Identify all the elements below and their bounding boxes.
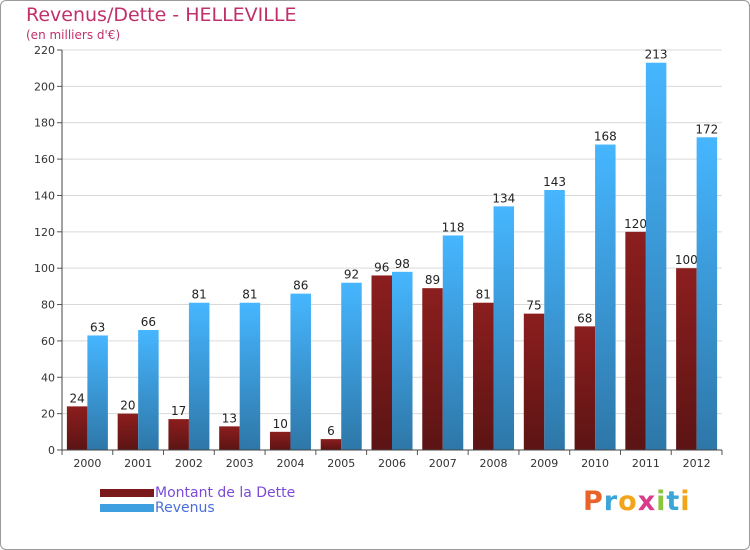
data-label: 213 <box>645 48 668 62</box>
bar-dette <box>168 419 189 450</box>
bar-dette <box>422 288 443 450</box>
x-tick-label: 2010 <box>581 457 609 470</box>
legend-label-revenus: Revenus <box>155 500 215 516</box>
bar-dette <box>269 431 291 450</box>
bar-dette <box>574 326 596 450</box>
x-tick-label: 2011 <box>632 457 660 470</box>
bar-revenus <box>290 293 311 450</box>
bar-revenus <box>239 302 261 450</box>
data-label: 168 <box>594 130 617 144</box>
data-label: 10 <box>273 417 288 431</box>
logo-letter: o <box>618 486 638 517</box>
x-tick-label: 2003 <box>226 457 254 470</box>
x-tick-label: 2005 <box>327 457 355 470</box>
bar-revenus <box>493 206 515 450</box>
x-tick-label: 2004 <box>276 457 304 470</box>
chart-subtitle: (en milliers d'€) <box>26 28 121 42</box>
x-tick-label: 2000 <box>73 457 101 470</box>
bar-revenus <box>392 271 413 450</box>
y-tick-label: 40 <box>41 371 55 384</box>
bar-revenus <box>696 137 718 451</box>
data-label: 134 <box>492 191 515 205</box>
x-tick-label: 2012 <box>683 457 711 470</box>
bar-dette <box>117 413 139 450</box>
x-tick-label: 2006 <box>378 457 406 470</box>
data-label: 86 <box>293 279 308 293</box>
bar-dette <box>371 275 392 450</box>
y-tick-label: 120 <box>34 226 55 239</box>
data-label: 143 <box>543 175 566 189</box>
logo-letter: x <box>637 486 657 517</box>
data-label: 17 <box>171 404 186 418</box>
bar-dette <box>625 231 646 450</box>
bar-revenus <box>341 282 362 450</box>
data-label: 63 <box>90 320 105 334</box>
data-label: 96 <box>374 260 389 274</box>
bar-revenus <box>188 302 210 450</box>
bar-dette <box>523 313 545 450</box>
logo-letter: i <box>680 486 691 517</box>
logo-letter: t <box>666 486 681 517</box>
data-label: 6 <box>327 424 335 438</box>
bar-dette <box>320 439 342 450</box>
data-label: 81 <box>242 288 257 302</box>
bar-dette <box>66 406 88 450</box>
legend-label-dette: Montant de la Dette <box>155 485 296 501</box>
data-label: 81 <box>476 288 491 302</box>
data-label: 89 <box>425 273 440 287</box>
y-tick-label: 160 <box>34 153 55 166</box>
chart-title: Revenus/Dette - HELLEVILLE <box>26 4 297 26</box>
y-tick-label: 60 <box>41 335 55 348</box>
data-label: 172 <box>695 122 718 136</box>
legend-swatch-revenus <box>100 504 154 512</box>
data-label: 120 <box>624 217 647 231</box>
data-label: 98 <box>395 257 410 271</box>
legend-swatch-dette <box>100 489 154 497</box>
y-tick-label: 0 <box>48 444 55 457</box>
bar-dette <box>219 426 240 450</box>
x-tick-label: 2001 <box>124 457 152 470</box>
data-label: 68 <box>577 311 592 325</box>
data-label: 100 <box>675 253 698 267</box>
data-label: 66 <box>141 315 156 329</box>
y-tick-label: 140 <box>34 189 55 202</box>
y-tick-label: 80 <box>41 299 55 312</box>
bar-dette <box>473 302 494 450</box>
bar-revenus <box>544 190 565 450</box>
bar-revenus <box>138 330 159 450</box>
bar-dette <box>676 268 697 450</box>
data-label: 13 <box>222 411 237 425</box>
logo-letter: r <box>603 486 619 517</box>
data-label: 81 <box>192 288 207 302</box>
data-label: 24 <box>69 391 84 405</box>
y-tick-label: 180 <box>34 117 55 130</box>
data-label: 92 <box>344 268 359 282</box>
x-tick-label: 2002 <box>175 457 203 470</box>
y-tick-label: 200 <box>34 80 55 93</box>
data-label: 20 <box>120 399 135 413</box>
bar-revenus <box>595 144 616 450</box>
y-tick-label: 20 <box>41 408 55 421</box>
bar-revenus <box>442 235 464 450</box>
logo-letter: i <box>656 486 667 517</box>
x-tick-label: 2007 <box>429 457 457 470</box>
x-tick-label: 2009 <box>530 457 558 470</box>
proxiti-logo: Proxiti <box>583 486 691 517</box>
x-tick-label: 2008 <box>480 457 508 470</box>
bar-revenus <box>645 62 667 451</box>
data-label: 75 <box>526 299 541 313</box>
y-tick-label: 220 <box>34 44 55 57</box>
bar-revenus <box>87 335 108 450</box>
data-label: 118 <box>442 220 465 234</box>
logo-letter: P <box>583 486 604 517</box>
y-tick-label: 100 <box>34 262 55 275</box>
